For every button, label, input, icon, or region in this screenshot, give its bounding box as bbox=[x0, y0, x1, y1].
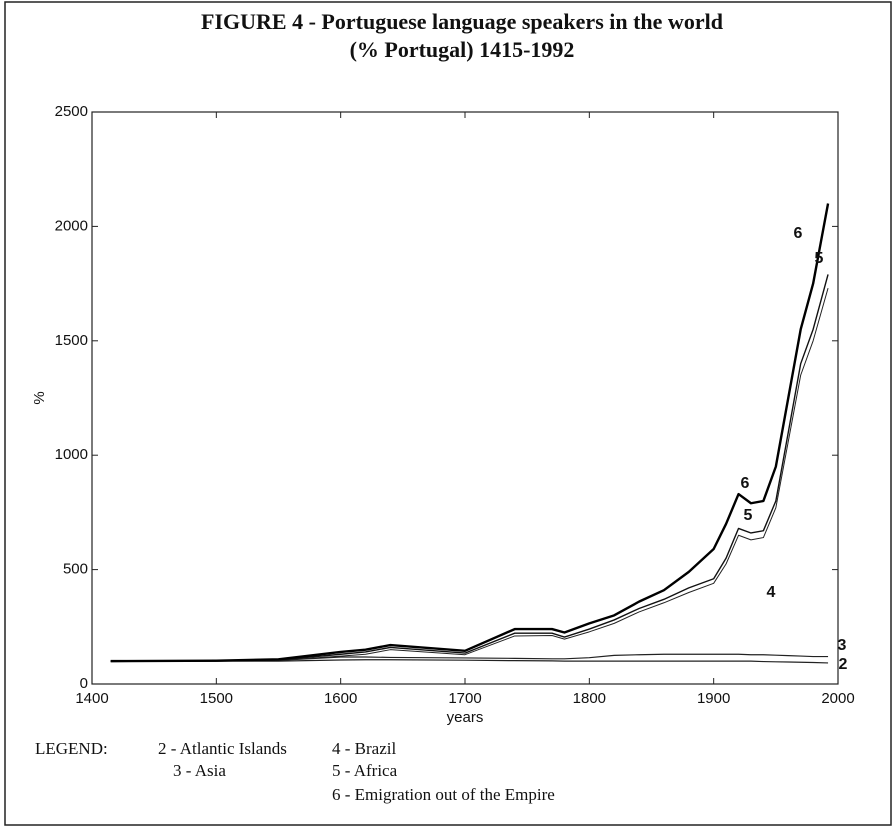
x-tick-label: 1800 bbox=[573, 690, 606, 707]
y-tick-label: 1500 bbox=[55, 332, 88, 349]
y-tick-label: 1000 bbox=[55, 446, 88, 463]
y-tick-label: 0 bbox=[80, 675, 88, 692]
x-tick-label: 1900 bbox=[697, 690, 730, 707]
legend-entry: 4 - Brazil bbox=[332, 739, 396, 758]
annotation: 6 bbox=[741, 475, 750, 492]
legend-title: LEGEND: bbox=[35, 739, 108, 758]
y-tick-label: 2000 bbox=[55, 217, 88, 234]
x-tick-label: 1600 bbox=[324, 690, 357, 707]
y-tick-label: 500 bbox=[63, 561, 88, 578]
plot-area bbox=[91, 111, 839, 685]
legend-entry: 5 - Africa bbox=[332, 761, 398, 780]
annotation: 6 bbox=[794, 225, 803, 242]
series-line bbox=[110, 288, 829, 662]
x-tick-label: 1500 bbox=[200, 690, 233, 707]
annotation: 5 bbox=[815, 250, 824, 267]
annotation: 4 bbox=[767, 584, 776, 601]
x-tick-label: 1700 bbox=[448, 690, 481, 707]
y-tick-label: 2500 bbox=[55, 103, 88, 120]
series-line bbox=[110, 203, 830, 663]
series-line bbox=[110, 659, 829, 664]
annotation: 3 bbox=[838, 637, 847, 654]
x-axis-label: years bbox=[447, 709, 484, 726]
series-line bbox=[110, 274, 829, 662]
x-tick-label: 2000 bbox=[821, 690, 854, 707]
legend-entry: 3 - Asia bbox=[173, 761, 226, 780]
y-axis-label: % bbox=[31, 391, 48, 404]
series-line bbox=[110, 653, 829, 662]
annotation: 5 bbox=[744, 507, 753, 524]
annotation: 2 bbox=[839, 656, 848, 673]
legend-entry: 2 - Atlantic Islands bbox=[158, 739, 287, 758]
x-tick-label: 1400 bbox=[75, 690, 108, 707]
frame bbox=[4, 1, 892, 826]
chart-subtitle: (% Portugal) 1415-1992 bbox=[350, 37, 575, 62]
legend-entry: 6 - Emigration out of the Empire bbox=[332, 785, 555, 804]
chart-title: FIGURE 4 - Portuguese language speakers … bbox=[201, 9, 723, 34]
